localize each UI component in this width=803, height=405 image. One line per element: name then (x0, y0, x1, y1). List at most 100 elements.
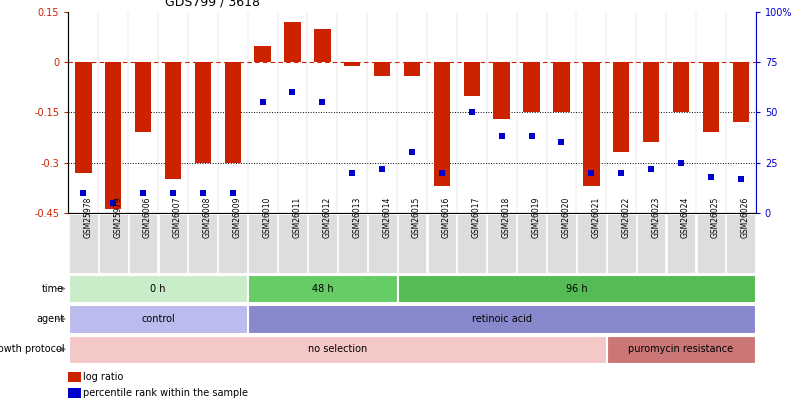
Text: 96 h: 96 h (565, 284, 586, 294)
Point (345, 169, 358, 176)
Bar (68, 372, 80, 382)
Point (703, 173, 716, 180)
Bar (457, 214, 486, 273)
Bar (547, 214, 575, 273)
Bar (523, 62, 539, 112)
Bar (69, 336, 605, 363)
Point (196, 190, 209, 196)
Text: control: control (141, 314, 175, 324)
Bar (427, 214, 456, 273)
Bar (69, 305, 247, 333)
Bar (552, 62, 569, 112)
Bar (248, 214, 276, 273)
Text: 0 h: 0 h (150, 284, 165, 294)
Bar (314, 29, 330, 62)
Text: GSM26010: GSM26010 (263, 197, 271, 238)
Bar (695, 214, 724, 273)
Bar (367, 214, 396, 273)
Point (733, 175, 746, 182)
Text: GSM26014: GSM26014 (381, 197, 391, 238)
Text: GSM26025: GSM26025 (710, 197, 719, 238)
Bar (248, 275, 396, 302)
Point (77, 190, 90, 196)
Point (107, 199, 120, 206)
Text: GSM26026: GSM26026 (740, 197, 749, 238)
Text: GSM26015: GSM26015 (412, 197, 421, 238)
Bar (433, 62, 450, 186)
Point (435, 169, 448, 176)
Bar (672, 62, 688, 112)
Text: GSM26018: GSM26018 (501, 197, 510, 238)
Bar (702, 62, 718, 132)
Bar (373, 62, 390, 76)
Bar (284, 22, 300, 62)
Point (406, 149, 418, 156)
Point (524, 133, 537, 140)
Bar (105, 62, 121, 209)
Text: GSM26019: GSM26019 (531, 197, 540, 238)
Point (375, 165, 388, 172)
Point (226, 190, 238, 196)
Text: GSM25978: GSM25978 (84, 197, 92, 238)
Text: GSM26020: GSM26020 (560, 197, 570, 238)
Point (137, 190, 149, 196)
Bar (732, 62, 748, 122)
Text: GSM26008: GSM26008 (202, 197, 211, 238)
Text: time: time (42, 284, 64, 294)
Bar (636, 214, 665, 273)
Text: GDS799 / 3618: GDS799 / 3618 (165, 0, 259, 8)
Bar (194, 62, 211, 162)
Bar (75, 62, 92, 173)
Text: GSM26009: GSM26009 (232, 197, 242, 238)
Text: GSM26024: GSM26024 (680, 197, 689, 238)
Point (614, 169, 627, 176)
Text: GSM26007: GSM26007 (173, 197, 181, 238)
Bar (158, 214, 187, 273)
Bar (337, 214, 366, 273)
Bar (69, 214, 97, 273)
Bar (165, 62, 181, 179)
Text: GSM26017: GSM26017 (471, 197, 480, 238)
Bar (344, 62, 360, 66)
Point (256, 99, 269, 106)
Point (465, 109, 478, 116)
Bar (463, 62, 479, 96)
Bar (68, 388, 80, 398)
Text: retinoic acid: retinoic acid (471, 314, 531, 324)
Point (674, 159, 687, 166)
Bar (188, 214, 217, 273)
Text: agent: agent (36, 314, 64, 324)
Text: GSM26013: GSM26013 (352, 197, 361, 238)
Text: log ratio: log ratio (83, 372, 123, 382)
Bar (128, 214, 157, 273)
Bar (606, 214, 635, 273)
Bar (254, 46, 271, 62)
Text: GSM26011: GSM26011 (292, 197, 301, 238)
Bar (612, 62, 629, 153)
Text: GSM26023: GSM26023 (650, 197, 659, 238)
Text: no selection: no selection (308, 344, 366, 354)
Text: GSM26022: GSM26022 (621, 197, 630, 238)
Text: puromycin resistance: puromycin resistance (628, 344, 732, 354)
Point (585, 169, 597, 176)
Bar (218, 214, 247, 273)
Bar (606, 336, 754, 363)
Bar (516, 214, 545, 273)
Bar (582, 62, 599, 186)
Point (495, 133, 507, 140)
Point (644, 165, 657, 172)
Point (554, 139, 567, 146)
Bar (726, 214, 754, 273)
Bar (397, 275, 754, 302)
Text: 48 h: 48 h (312, 284, 332, 294)
Text: GSM26016: GSM26016 (442, 197, 450, 238)
Bar (308, 214, 336, 273)
Bar (397, 214, 426, 273)
Bar (99, 214, 128, 273)
Bar (666, 214, 695, 273)
Bar (642, 62, 658, 143)
Text: growth protocol: growth protocol (0, 344, 64, 354)
Bar (577, 214, 605, 273)
Bar (224, 62, 241, 162)
Text: percentile rank within the sample: percentile rank within the sample (83, 388, 247, 398)
